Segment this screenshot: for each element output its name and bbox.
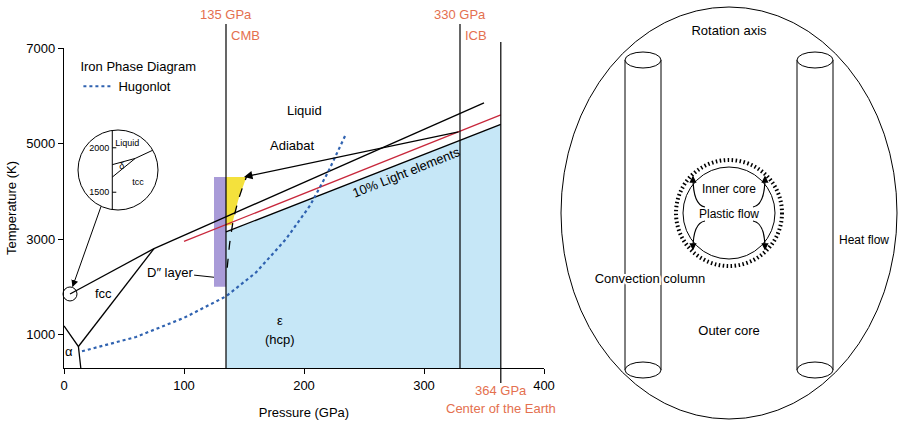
svg-text:Rotation axis: Rotation axis bbox=[691, 23, 767, 38]
svg-text:2000: 2000 bbox=[89, 143, 109, 153]
svg-text:Iron Phase Diagram: Iron Phase Diagram bbox=[80, 59, 196, 74]
svg-text:fcc: fcc bbox=[95, 286, 112, 301]
svg-text:Plastic flow: Plastic flow bbox=[699, 207, 759, 221]
svg-text:135 GPa: 135 GPa bbox=[200, 7, 252, 22]
svg-text:100: 100 bbox=[173, 378, 195, 393]
svg-text:Center of the Earth: Center of the Earth bbox=[446, 401, 556, 416]
svg-text:7000: 7000 bbox=[26, 41, 55, 56]
svg-text:α: α bbox=[65, 344, 73, 359]
svg-text:1000: 1000 bbox=[26, 327, 55, 342]
svg-text:Hugonlot: Hugonlot bbox=[118, 79, 170, 94]
svg-text:5000: 5000 bbox=[26, 136, 55, 151]
svg-text:3000: 3000 bbox=[26, 232, 55, 247]
svg-text:CMB: CMB bbox=[231, 28, 260, 43]
svg-text:10% Light elements: 10% Light elements bbox=[350, 144, 462, 200]
svg-text:364 GPa: 364 GPa bbox=[475, 383, 527, 398]
svg-text:δ: δ bbox=[119, 161, 124, 171]
svg-text:330 GPa: 330 GPa bbox=[434, 7, 486, 22]
svg-text:Adiabat: Adiabat bbox=[270, 138, 314, 153]
svg-text:tcc: tcc bbox=[132, 177, 144, 187]
svg-text:400: 400 bbox=[533, 378, 555, 393]
svg-text:ICB: ICB bbox=[465, 28, 487, 43]
svg-text:Pressure (GPa): Pressure (GPa) bbox=[259, 405, 349, 420]
svg-text:Temperature (K): Temperature (K) bbox=[4, 161, 19, 255]
svg-text:ε: ε bbox=[277, 313, 283, 328]
svg-text:Liquid: Liquid bbox=[115, 138, 139, 148]
svg-text:200: 200 bbox=[293, 378, 315, 393]
svg-text:Inner core: Inner core bbox=[702, 182, 756, 196]
svg-text:Heat flow: Heat flow bbox=[839, 233, 889, 247]
svg-text:0: 0 bbox=[60, 378, 67, 393]
svg-text:Convection column: Convection column bbox=[595, 271, 706, 286]
svg-text:(hcp): (hcp) bbox=[265, 332, 295, 347]
svg-text:1500: 1500 bbox=[89, 187, 109, 197]
svg-text:Liquid: Liquid bbox=[287, 103, 322, 118]
svg-text:D″ layer: D″ layer bbox=[147, 265, 193, 280]
svg-text:300: 300 bbox=[413, 378, 435, 393]
svg-text:Outer core: Outer core bbox=[698, 323, 759, 338]
